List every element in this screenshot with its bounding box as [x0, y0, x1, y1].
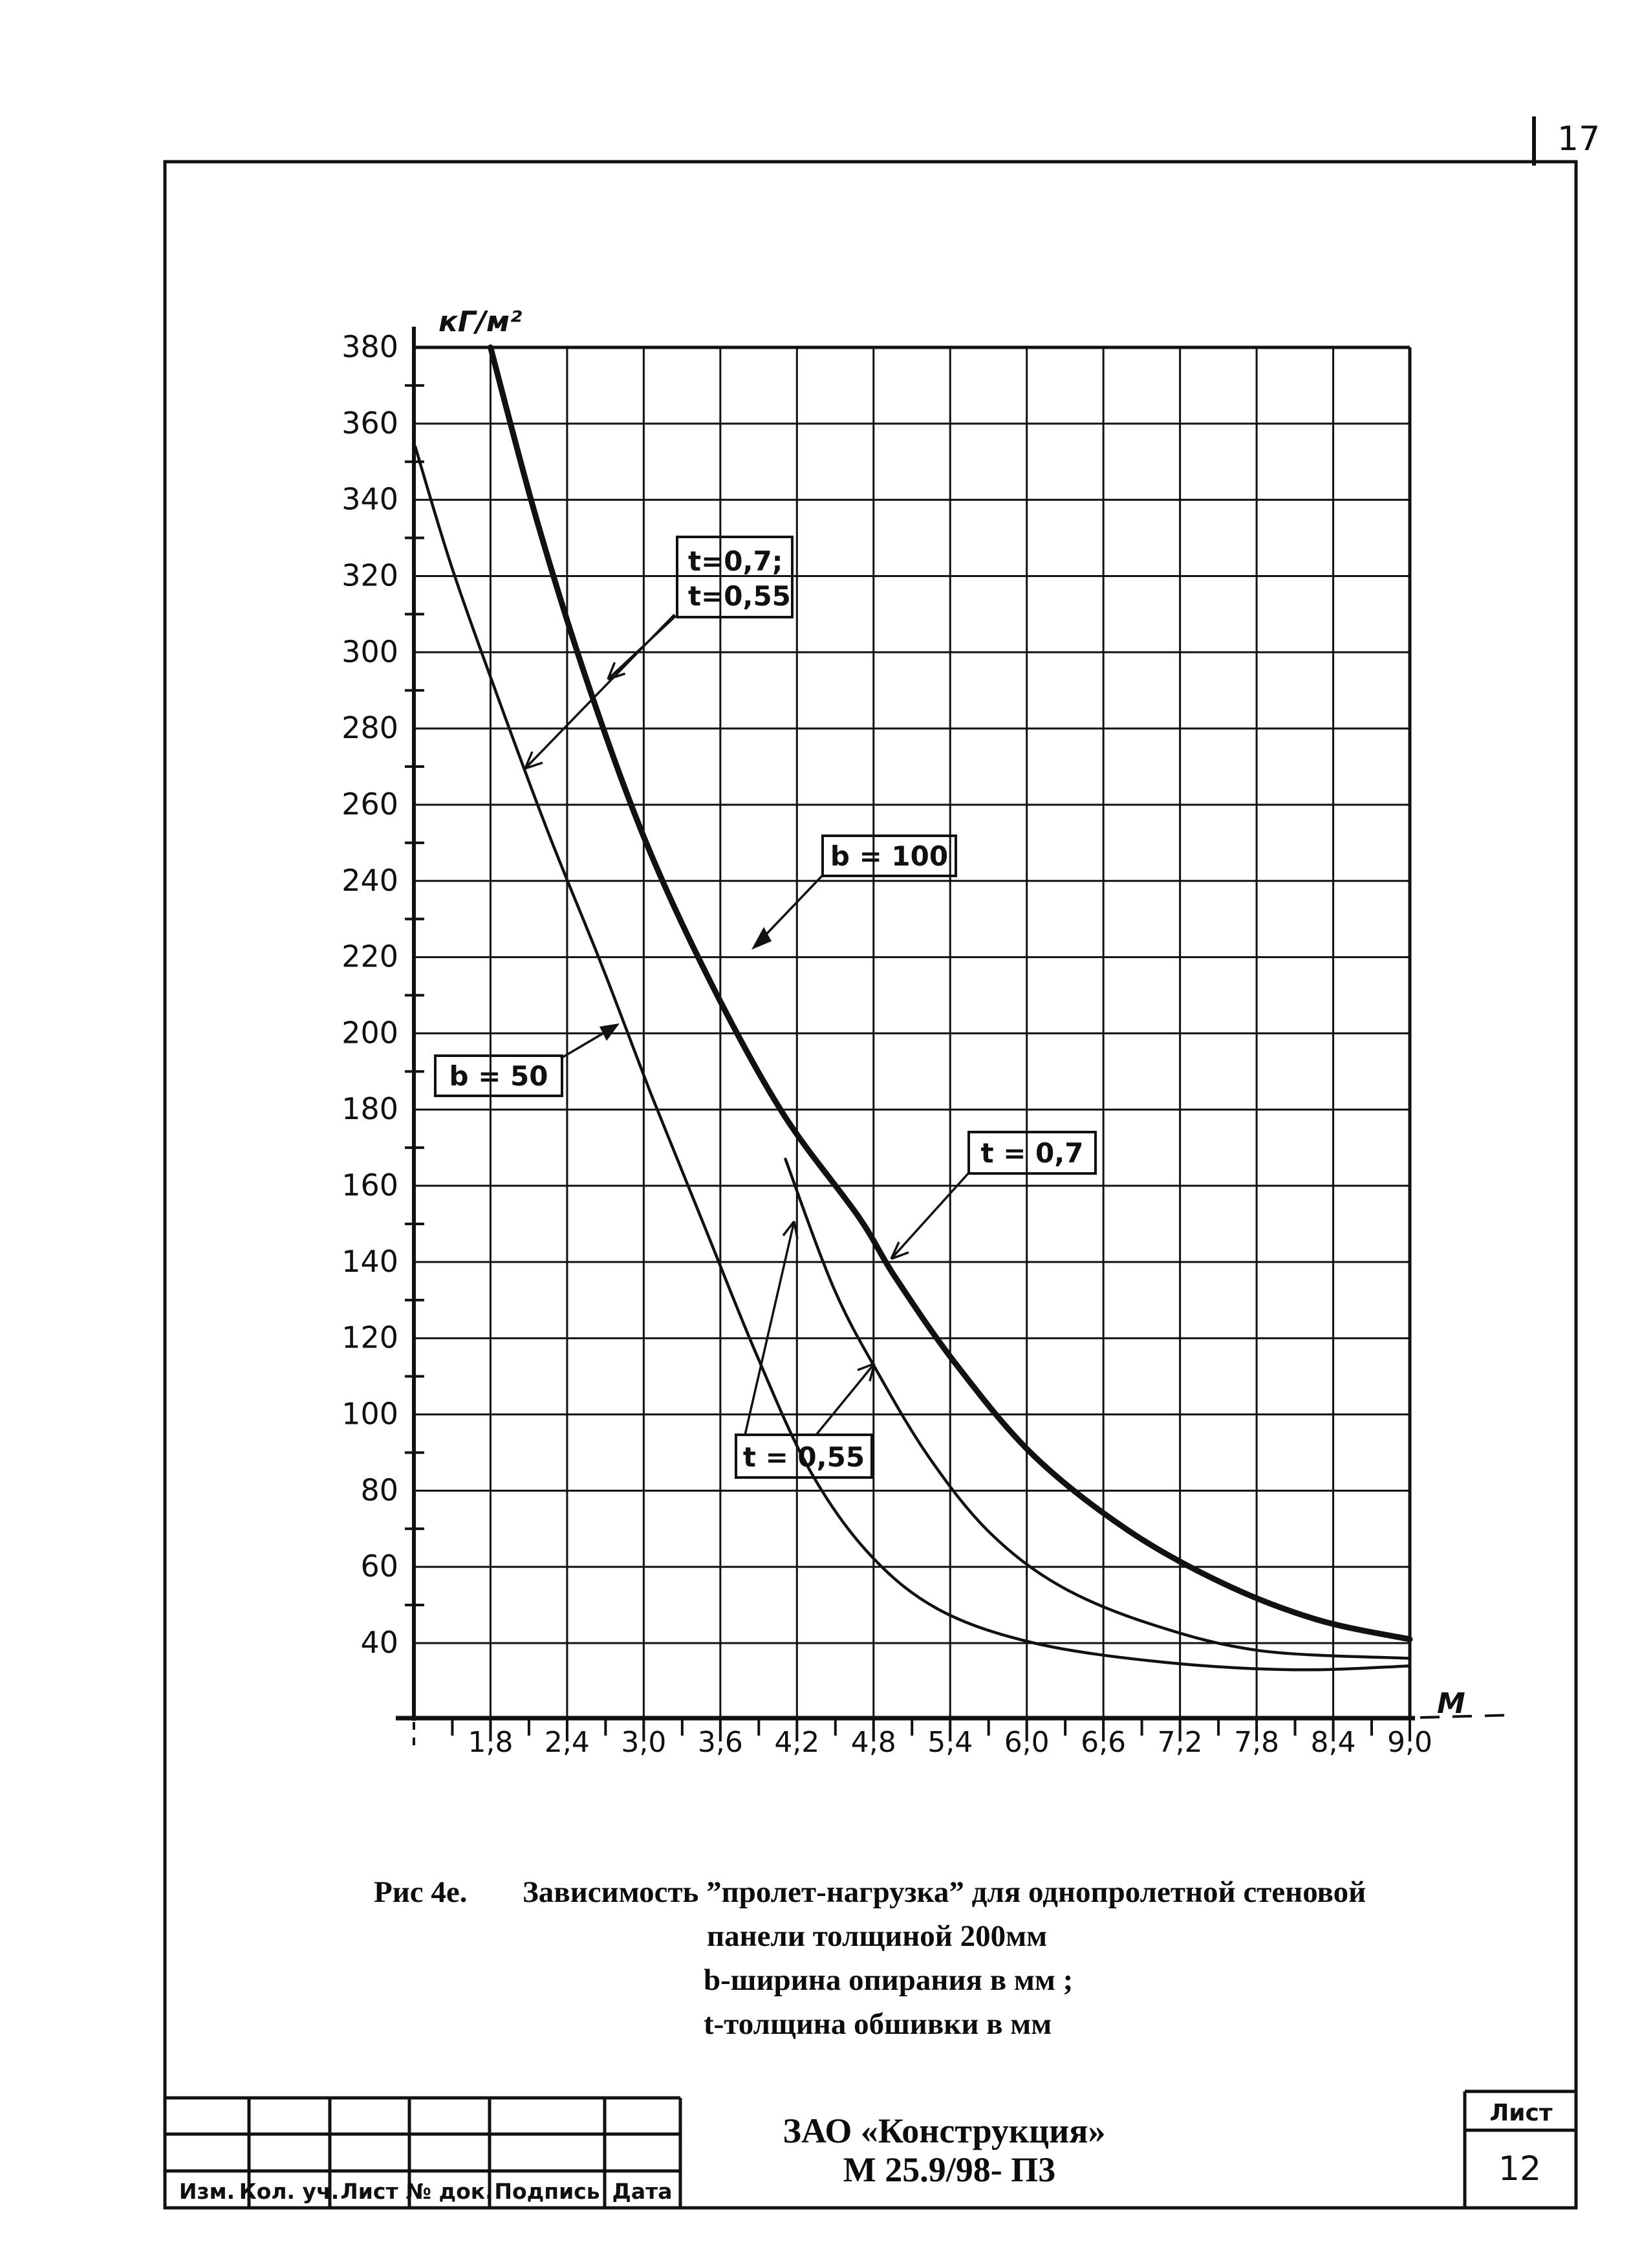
y-tick-label-100: 100 — [341, 1397, 398, 1432]
leader-t055-lower — [815, 1362, 876, 1436]
y-tick-label-300: 300 — [341, 634, 398, 669]
y-tick-label-360: 360 — [341, 406, 398, 441]
title-block-col-6: Дата — [612, 2179, 672, 2204]
y-tick-label-180: 180 — [341, 1091, 398, 1126]
sheet-label: Лист — [1489, 2100, 1552, 2126]
title-block-col-4: № док. — [405, 2179, 493, 2204]
y-tick-label-80: 80 — [360, 1472, 398, 1507]
annotation-leaders — [524, 613, 970, 1436]
curve-b100 — [488, 344, 1413, 1642]
x-tick-label-5,4: 5,4 — [927, 1726, 973, 1759]
label-t07-t055-line1: t=0,7; — [688, 545, 783, 577]
label-box-b50 — [434, 1054, 563, 1097]
arrowhead — [524, 751, 543, 770]
leader-t07t055-to-thin-curve — [524, 613, 676, 770]
label-box-b100 — [821, 834, 957, 877]
arrowhead — [607, 662, 626, 681]
company-name: ЗАО «Конструкция» — [783, 2111, 1106, 2150]
sheet-number: 12 — [1498, 2150, 1541, 2188]
x-tick-label-4,8: 4,8 — [851, 1726, 896, 1759]
caption-line-4: t-толщина обшивки в мм — [704, 2007, 1052, 2041]
arrowhead-filled — [599, 1023, 620, 1041]
x-tick-label-3,6: 3,6 — [698, 1726, 743, 1759]
y-tick-label-40: 40 — [360, 1625, 398, 1660]
label-t07-t055-line2: t=0,55 — [688, 580, 791, 612]
caption-fig-number: Рис 4е. — [374, 1875, 468, 1909]
data-curves — [413, 344, 1413, 1672]
y-tick-label-240: 240 — [341, 863, 398, 898]
annotation-boxes: t=0,7; t=0,55 b = 100 b = 50 t = 0,7 t =… — [434, 536, 1097, 1479]
x-tick-label-9,0: 9,0 — [1387, 1726, 1432, 1759]
arrowhead — [782, 1220, 799, 1239]
x-tick-label-1,8: 1,8 — [468, 1726, 513, 1759]
y-tick-label-280: 280 — [341, 710, 398, 745]
x-tick-label-3,0: 3,0 — [621, 1726, 666, 1759]
y-tick-label-380: 380 — [341, 329, 398, 364]
label-b100: b = 100 — [830, 840, 948, 872]
label-box-t07-t055 — [676, 536, 794, 618]
y-axis-labels: 380 360 340 320 300 280 260 240 220 200 180 160 140 1… — [341, 329, 398, 1660]
caption-line-1: Зависимость ”пролет-нагрузка” для однопр… — [523, 1875, 1366, 1909]
title-block-col-5: Подпись — [494, 2179, 599, 2204]
curve-b50 — [413, 444, 1412, 1672]
x-tick-label-7,8: 7,8 — [1234, 1726, 1279, 1759]
page-number: 17 — [1557, 120, 1600, 158]
x-tick-label-7,2: 7,2 — [1158, 1726, 1203, 1759]
grid-vertical-lines — [489, 347, 1412, 1718]
x-tick-label-6,6: 6,6 — [1081, 1726, 1126, 1759]
y-tick-label-220: 220 — [341, 939, 398, 974]
title-block-col-3: Лист — [340, 2179, 398, 2204]
label-box-t07 — [967, 1131, 1097, 1175]
x-axis-dashed-extension — [1420, 1714, 1517, 1719]
x-axis-unit-label: М — [1437, 1687, 1465, 1720]
y-axis-unit-label: кГ/м² — [438, 305, 522, 338]
page-frame — [163, 160, 1578, 2210]
leader-t055-upper — [744, 1221, 795, 1435]
document-code: М 25.9/98- П3 — [843, 2150, 1055, 2189]
grid-horizontal-lines — [414, 345, 1410, 1644]
label-box-t055 — [735, 1434, 873, 1479]
curve-t055-branch — [784, 1157, 1412, 1660]
y-tick-label-120: 120 — [341, 1320, 398, 1355]
arrowhead-filled — [751, 927, 772, 950]
label-b50: b = 50 — [449, 1060, 548, 1092]
x-tick-label-8,4: 8,4 — [1311, 1726, 1356, 1759]
x-axis-labels: 1,8 2,4 3,0 3,6 4,2 4,8 5,4 6,0 6,6 7,2 7,8 8,4 9,0 — [468, 1726, 1432, 1759]
title-block-column-headers: Изм. Кол. уч. Лист № док. Подпись Дата — [179, 2179, 673, 2204]
arrowhead — [890, 1241, 909, 1260]
caption-line-3: b-ширина опирания в мм ; — [704, 1963, 1073, 1997]
y-tick-label-140: 140 — [341, 1244, 398, 1279]
caption-line-2: панели толщиной 200мм — [707, 1919, 1047, 1953]
x-tick-label-4,2: 4,2 — [774, 1726, 819, 1759]
title-block-col-2: Кол. уч. — [239, 2179, 340, 2204]
title-block-lines — [165, 2089, 1576, 2208]
y-tick-label-260: 260 — [341, 787, 398, 822]
y-tick-label-200: 200 — [341, 1015, 398, 1050]
arrowhead — [857, 1362, 876, 1382]
y-tick-label-340: 340 — [341, 482, 398, 517]
y-tick-label-320: 320 — [341, 558, 398, 593]
leader-t07 — [890, 1172, 970, 1260]
label-t055: t = 0,55 — [743, 1441, 865, 1473]
title-block-col-1: Изм. — [179, 2179, 235, 2204]
y-tick-label-160: 160 — [341, 1168, 398, 1203]
x-tick-label-6,0: 6,0 — [1004, 1726, 1050, 1759]
x-tick-label-2,4: 2,4 — [545, 1726, 590, 1759]
figure-caption: Рис 4е. Зависимость ”пролет-нагрузка” дл… — [374, 1875, 1366, 2041]
y-tick-label-60: 60 — [360, 1549, 398, 1584]
label-t07: t = 0,7 — [981, 1137, 1084, 1169]
